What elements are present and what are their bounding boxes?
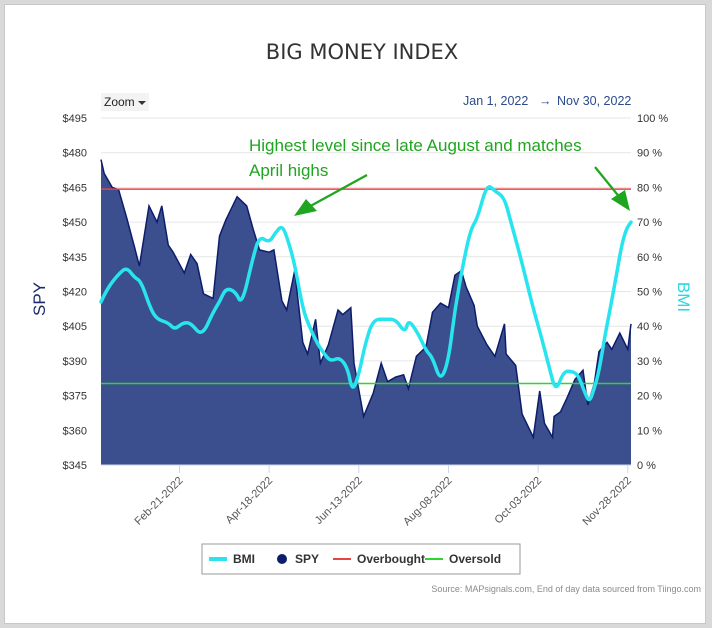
legend-item-spy[interactable]: SPY xyxy=(277,552,319,566)
y-left-tick-label: $480 xyxy=(63,148,87,160)
legend-item-oversold[interactable]: Oversold xyxy=(425,552,501,566)
y-right-tick-label: 0 % xyxy=(637,460,656,472)
x-tick-label: Apr-18-2022 xyxy=(224,475,276,527)
legend-label-bmi: BMI xyxy=(233,552,255,566)
zoom-dropdown[interactable] xyxy=(101,93,149,111)
y-left-tick-label: $420 xyxy=(63,287,87,299)
annotation-arrow-right xyxy=(594,166,630,211)
chart-title: BIG MONEY INDEX xyxy=(266,40,458,64)
y-left-tick-label: $495 xyxy=(63,113,87,125)
x-tick-label: Aug-08-2022 xyxy=(401,475,454,528)
y-right-tick-label: 50 % xyxy=(637,287,662,299)
legend: BMI SPY Overbought Oversold xyxy=(201,543,521,575)
annotation-line-1: Highest level since late August and matc… xyxy=(249,136,582,155)
date-range-arrow: → xyxy=(539,94,552,108)
legend-item-overbought[interactable]: Overbought xyxy=(333,552,425,566)
spy-line xyxy=(100,159,632,440)
legend-label-spy: SPY xyxy=(295,552,319,566)
y-right-tick-label: 70 % xyxy=(637,217,662,229)
y-left-tick-label: $390 xyxy=(63,356,87,368)
x-tick-label: Oct-03-2022 xyxy=(493,475,545,527)
y-left-tick-label: $360 xyxy=(63,425,87,437)
y-right-tick-label: 30 % xyxy=(637,356,662,368)
y-right-tick-label: 90 % xyxy=(637,148,662,160)
x-tick-label: Nov-28-2022 xyxy=(580,475,633,528)
y-right-tick-label: 100 % xyxy=(637,113,668,125)
y-left-axis-title: SPY xyxy=(30,282,49,316)
left-axis-ticks: $495 $480 $465 $450 $435 $420 $405 $390 $375 $360… xyxy=(63,113,87,472)
y-left-tick-label: $345 xyxy=(63,460,87,472)
big-money-index-chart: BIG MONEY INDEX Zoom Jan 1, 2022 → Nov 3… xyxy=(30,40,701,594)
x-axis-ticks: Feb-21-2022 Apr-18-2022 Jun-13-2022 Aug-08-… xyxy=(133,465,634,528)
legend-box xyxy=(201,543,521,575)
source-note: Source: MAPsignals.com, End of day data … xyxy=(431,584,701,594)
legend-item-bmi[interactable]: BMI xyxy=(209,552,255,566)
right-axis-ticks: 100 % 90 % 80 % 70 % 60 % 50 % 40 % 30 % 20 % 10 … xyxy=(637,113,668,472)
y-left-tick-label: $450 xyxy=(63,217,87,229)
y-left-tick-label: $465 xyxy=(63,182,87,194)
annotation-arrow-left xyxy=(294,174,368,216)
chevron-down-icon xyxy=(138,101,146,105)
y-right-tick-label: 10 % xyxy=(637,425,662,437)
spy-area xyxy=(101,159,631,465)
date-range-from[interactable]: Jan 1, 2022 xyxy=(463,94,528,108)
y-right-axis-title: BMI xyxy=(674,282,693,312)
y-left-tick-label: $405 xyxy=(63,321,87,333)
y-right-tick-label: 80 % xyxy=(637,182,662,194)
zoom-label: Zoom xyxy=(104,95,135,109)
y-right-tick-label: 40 % xyxy=(637,321,662,333)
date-range-to[interactable]: Nov 30, 2022 xyxy=(557,94,631,108)
y-right-tick-label: 60 % xyxy=(637,252,662,264)
legend-label-overbought: Overbought xyxy=(357,552,425,566)
x-tick-label: Jun-13-2022 xyxy=(313,475,365,527)
bmi-line xyxy=(99,185,633,402)
y-left-tick-label: $435 xyxy=(63,252,87,264)
y-right-tick-label: 20 % xyxy=(637,391,662,403)
chart-container: BIG MONEY INDEX Zoom Jan 1, 2022 → Nov 3… xyxy=(4,4,706,624)
annotation-line-2: April highs xyxy=(249,161,328,180)
y-left-tick-label: $375 xyxy=(63,391,87,403)
x-tick-label: Feb-21-2022 xyxy=(133,475,186,528)
legend-label-oversold: Oversold xyxy=(449,552,501,566)
